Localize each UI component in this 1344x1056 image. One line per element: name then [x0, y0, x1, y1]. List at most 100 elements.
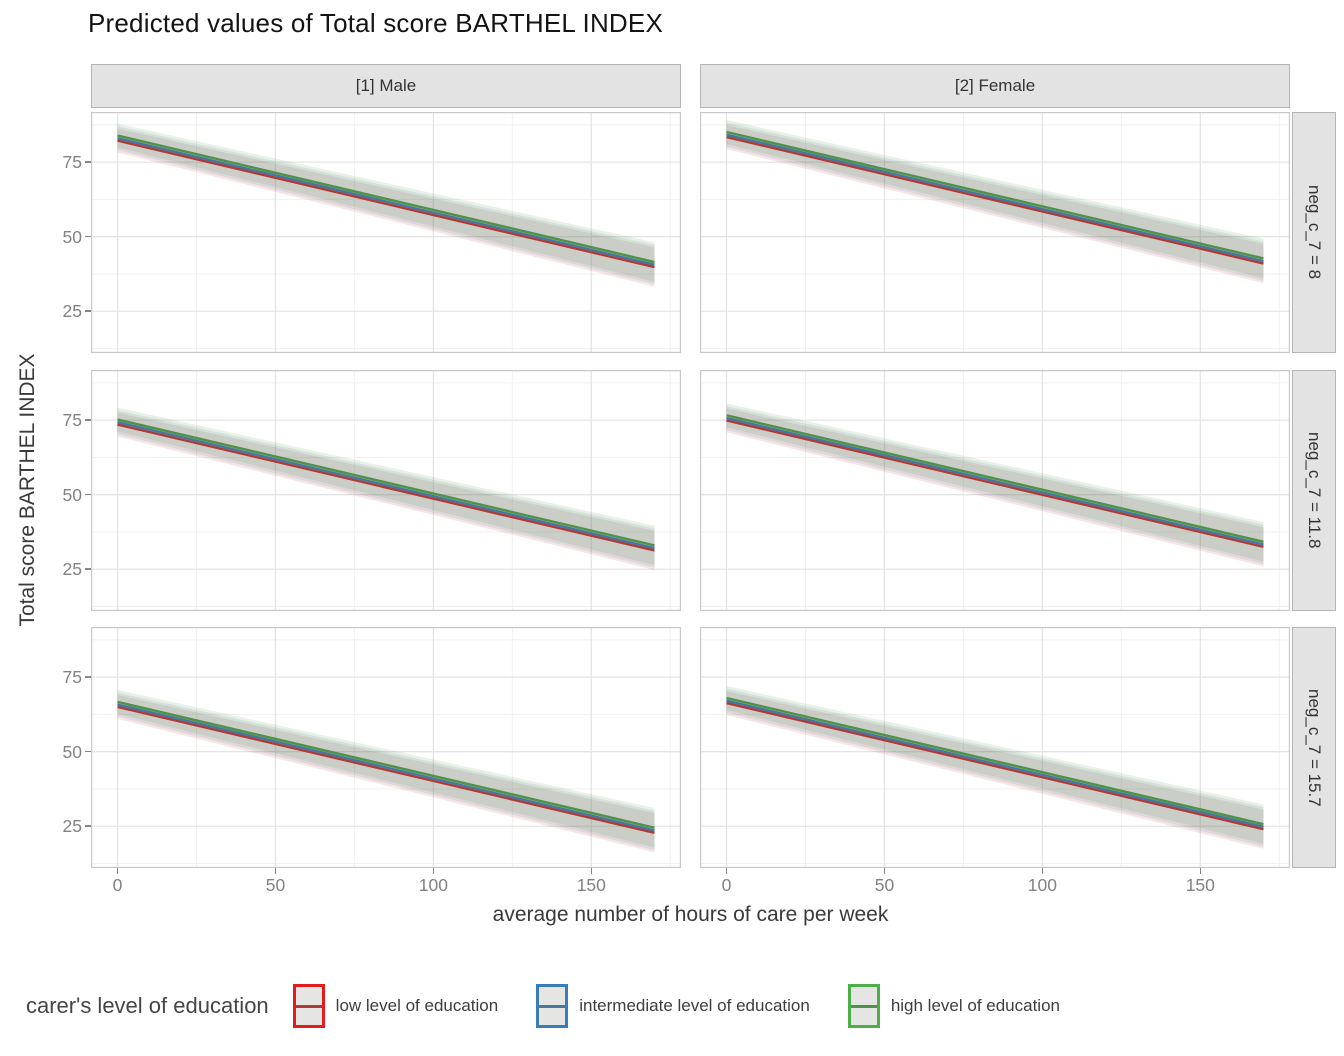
- y-tick-label: 25: [62, 559, 82, 580]
- x-tick-mark: [883, 868, 886, 874]
- panel-border: [91, 370, 681, 612]
- legend-title: carer's level of education: [26, 993, 269, 1018]
- regression-line: [726, 696, 1264, 826]
- regression-line: [726, 130, 1264, 260]
- panel-svg: [700, 112, 1290, 354]
- x-tick-mark: [1041, 868, 1044, 874]
- x-tick-label: 100: [1027, 875, 1057, 895]
- regression-line: [726, 135, 1264, 265]
- regression-line: [117, 700, 655, 829]
- y-tick-label: 50: [62, 741, 82, 762]
- x-axis-title: average number of hours of care per week: [492, 903, 889, 926]
- x-tick-label: 100: [418, 875, 448, 895]
- legend-item-intermediate: intermediate level of education: [536, 984, 810, 1028]
- regression-line: [726, 419, 1264, 549]
- confidence-ribbon: [117, 692, 655, 851]
- facet-panel-female-neg11-8: [700, 370, 1290, 612]
- regression-line: [726, 416, 1264, 546]
- facet-panel-male-neg15-7: [91, 627, 681, 869]
- y-tick-mark: [85, 235, 91, 238]
- x-tick-label: 50: [265, 875, 286, 895]
- y-tick-label: 50: [62, 484, 82, 505]
- confidence-ribbon: [117, 410, 655, 568]
- x-tick-mark: [725, 868, 728, 874]
- legend: carer's level of education low level of …: [26, 982, 1098, 1030]
- confidence-ribbon: [117, 126, 655, 285]
- row-strip-neg-c-7-11-8-label: neg_c_7 = 11.8: [1305, 432, 1324, 549]
- regression-line: [117, 137, 655, 266]
- y-tick-mark: [85, 161, 91, 163]
- panel-svg: [91, 370, 681, 612]
- legend-label-high: high level of education: [890, 996, 1060, 1015]
- x-tick-mark: [1199, 868, 1202, 874]
- facet-panel-male-neg8: [91, 112, 681, 354]
- panel-border: [700, 627, 1290, 869]
- regression-line: [117, 705, 655, 834]
- y-tick-label: 25: [62, 301, 82, 322]
- x-tick-mark: [274, 868, 277, 874]
- y-tick-mark: [85, 825, 91, 827]
- regression-line: [117, 423, 655, 552]
- y-tick-label: 25: [62, 816, 82, 837]
- regression-line: [726, 133, 1264, 263]
- row-strip-neg-c-7-8-label: neg_c_7 = 8: [1305, 185, 1324, 280]
- panel-svg: [91, 627, 681, 869]
- legend-key-low: [292, 984, 325, 1028]
- panel-svg: [91, 112, 681, 354]
- regression-line: [726, 414, 1264, 543]
- facet-strip-male-label: [1] Male: [355, 76, 417, 95]
- regression-line: [117, 139, 655, 269]
- x-tick-mark: [432, 868, 435, 874]
- legend-item-high: high level of education: [847, 984, 1060, 1028]
- row-strip-neg-c-7-15-7-label: neg_c_7 = 15.7: [1305, 688, 1324, 807]
- panel-border: [700, 112, 1290, 354]
- x-tick-mark: [116, 868, 119, 874]
- regression-line: [726, 701, 1264, 831]
- row-strip-neg-c-7-8: neg_c_7 = 8: [1292, 112, 1336, 353]
- y-tick-mark: [85, 310, 91, 312]
- facet-panel-female-neg15-7: [700, 627, 1290, 869]
- y-tick-label: 75: [62, 667, 82, 688]
- y-axis-title: Total score BARTHEL INDEX: [16, 353, 39, 627]
- facet-strip-male: [1] Male: [91, 64, 681, 108]
- x-tick-label: 50: [874, 875, 895, 895]
- regression-line: [726, 699, 1264, 829]
- legend-label-low: low level of education: [335, 996, 499, 1015]
- x-tick-mark: [590, 868, 593, 874]
- x-tick-label: 150: [576, 875, 606, 895]
- x-tick-label: 150: [1185, 875, 1215, 895]
- row-strip-neg-c-7-11-8: neg_c_7 = 11.8: [1292, 370, 1336, 611]
- facet-strip-female-label: [2] Female: [954, 76, 1036, 95]
- x-tick-label: 0: [112, 875, 123, 895]
- confidence-ribbon: [726, 122, 1264, 281]
- y-tick-mark: [85, 493, 91, 496]
- legend-key-line-high: [850, 1004, 877, 1008]
- row-strip-neg-c-7-15-7: neg_c_7 = 15.7: [1292, 627, 1336, 868]
- y-tick-mark: [85, 568, 91, 570]
- y-tick-label: 75: [62, 152, 82, 173]
- y-tick-label: 50: [62, 226, 82, 247]
- legend-key-high: [847, 984, 880, 1028]
- regression-line: [117, 418, 655, 547]
- panel-svg: [700, 370, 1290, 612]
- panel-border: [91, 627, 681, 869]
- panel-border: [700, 370, 1290, 612]
- y-tick-label: 75: [62, 410, 82, 431]
- regression-line: [117, 703, 655, 832]
- legend-item-low: low level of education: [292, 984, 499, 1028]
- facet-panel-female-neg8: [700, 112, 1290, 354]
- facet-panel-male-neg11-8: [91, 370, 681, 612]
- legend-label-intermediate: intermediate level of education: [579, 996, 810, 1015]
- chart-title: Predicted values of Total score BARTHEL …: [88, 8, 663, 38]
- y-tick-mark: [85, 676, 91, 678]
- facet-strip-female: [2] Female: [700, 64, 1290, 108]
- legend-key-line-intermediate: [539, 1004, 566, 1008]
- legend-key-intermediate: [536, 984, 569, 1028]
- confidence-ribbon: [726, 688, 1264, 847]
- confidence-ribbon: [726, 406, 1264, 565]
- regression-line: [117, 134, 655, 264]
- regression-line: [117, 421, 655, 550]
- legend-key-line-low: [295, 1004, 322, 1008]
- panel-svg: [700, 627, 1290, 869]
